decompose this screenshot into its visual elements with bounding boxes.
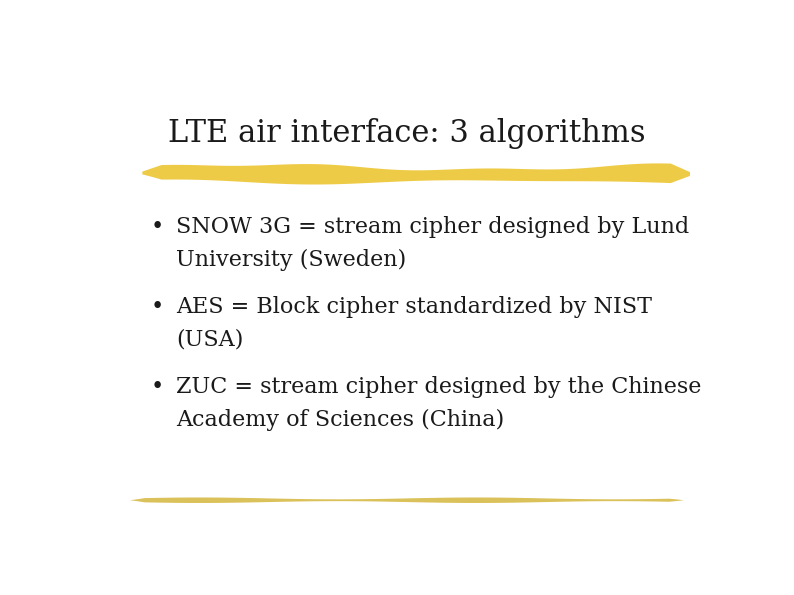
Text: LTE air interface: 3 algorithms: LTE air interface: 3 algorithms (168, 118, 646, 149)
Text: Academy of Sciences (China): Academy of Sciences (China) (176, 409, 504, 431)
Text: •: • (151, 296, 164, 318)
Text: ZUC = stream cipher designed by the Chinese: ZUC = stream cipher designed by the Chin… (176, 376, 702, 398)
Text: AES = Block cipher standardized by NIST: AES = Block cipher standardized by NIST (176, 296, 652, 318)
Text: •: • (151, 216, 164, 238)
Polygon shape (142, 164, 690, 184)
Polygon shape (130, 497, 684, 503)
Text: (USA): (USA) (176, 329, 244, 351)
Text: SNOW 3G = stream cipher designed by Lund: SNOW 3G = stream cipher designed by Lund (176, 216, 689, 238)
Text: •: • (151, 376, 164, 398)
Text: University (Sweden): University (Sweden) (176, 249, 407, 271)
